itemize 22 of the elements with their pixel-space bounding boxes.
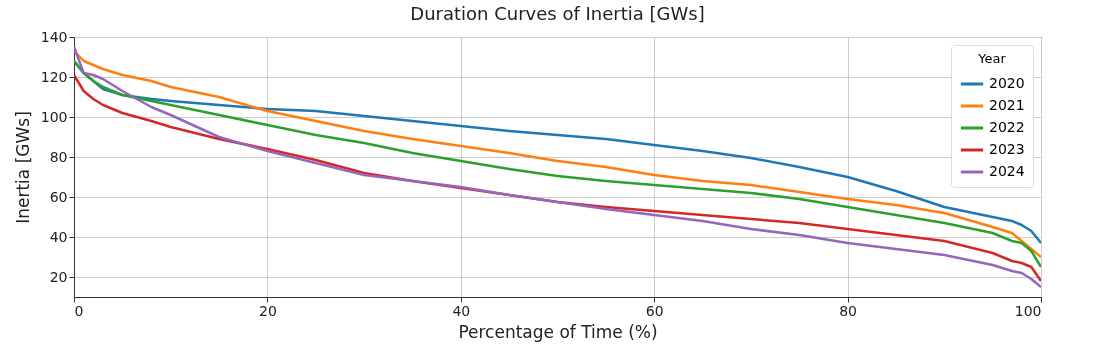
- legend-label: 2021: [989, 97, 1025, 113]
- y-tick-label: 60: [49, 188, 68, 205]
- y-tick-label: 40: [49, 228, 68, 245]
- legend-label: 2022: [989, 119, 1025, 135]
- y-tick-label: 140: [40, 28, 68, 45]
- x-tick-label: 80: [839, 302, 858, 319]
- legend-label: 2023: [989, 141, 1025, 157]
- y-tick-label: 80: [49, 148, 68, 165]
- x-axis-title: Percentage of Time (%): [458, 321, 658, 342]
- x-tick-label: 40: [452, 302, 471, 319]
- legend-title: Year: [977, 51, 1007, 66]
- x-tick-label: 20: [258, 302, 277, 319]
- y-tick-label: 100: [40, 108, 68, 125]
- y-axis-title: Inertia [GWs]: [12, 111, 33, 224]
- y-tick-label: 120: [40, 68, 68, 85]
- legend-label: 2024: [989, 163, 1025, 179]
- x-tick-label: 0: [74, 302, 84, 319]
- chart-title: Duration Curves of Inertia [GWs]: [410, 3, 705, 24]
- x-tick-label: 60: [645, 302, 664, 319]
- legend-label: 2020: [989, 75, 1025, 91]
- x-tick-label: 100: [1014, 302, 1042, 319]
- y-tick-label: 20: [49, 268, 68, 285]
